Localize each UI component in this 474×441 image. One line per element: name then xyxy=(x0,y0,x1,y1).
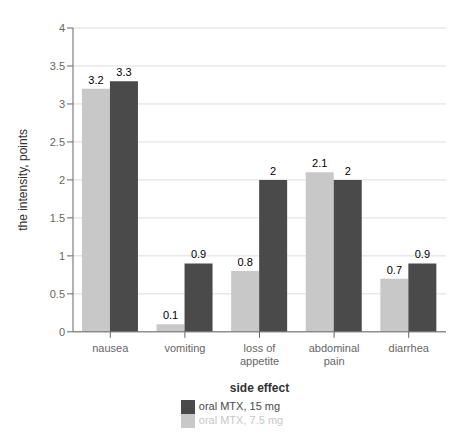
svg-text:abdominalpain: abdominalpain xyxy=(309,342,360,367)
svg-text:loss ofappetite: loss ofappetite xyxy=(240,342,279,367)
svg-text:3.5: 3.5 xyxy=(50,60,65,72)
svg-text:the intensity, points: the intensity, points xyxy=(16,129,30,231)
svg-text:1: 1 xyxy=(59,250,65,262)
svg-text:2: 2 xyxy=(345,165,351,177)
svg-text:2: 2 xyxy=(59,174,65,186)
html-text:oral MTX, 15 mg: oral MTX, 15 mg xyxy=(198,399,281,412)
svg-text:diarrhea: diarrhea xyxy=(389,342,430,354)
svg-text:0.7: 0.7 xyxy=(387,264,402,276)
svg-text:0.9: 0.9 xyxy=(191,248,206,260)
svg-text:vomiting: vomiting xyxy=(164,342,205,354)
svg-text:0.5: 0.5 xyxy=(50,288,65,300)
svg-text:2: 2 xyxy=(270,165,276,177)
svg-text:3.3: 3.3 xyxy=(116,66,131,78)
svg-text:3.2: 3.2 xyxy=(88,74,103,86)
svg-text:1.5: 1.5 xyxy=(50,212,65,224)
svg-text:0.9: 0.9 xyxy=(415,248,430,260)
svg-text:0.1: 0.1 xyxy=(163,309,178,321)
svg-text:4: 4 xyxy=(59,22,65,34)
svg-text:0: 0 xyxy=(59,326,65,338)
svg-text:2.1: 2.1 xyxy=(312,157,327,169)
svg-text:2.5: 2.5 xyxy=(50,136,65,148)
svg-text:3: 3 xyxy=(59,98,65,110)
svg-text:side effect: side effect xyxy=(230,381,289,395)
html-text:oral MTX, 7.5 mg: oral MTX, 7.5 mg xyxy=(198,413,284,426)
svg-text:0.8: 0.8 xyxy=(238,256,253,268)
svg-text:nausea: nausea xyxy=(92,342,129,354)
